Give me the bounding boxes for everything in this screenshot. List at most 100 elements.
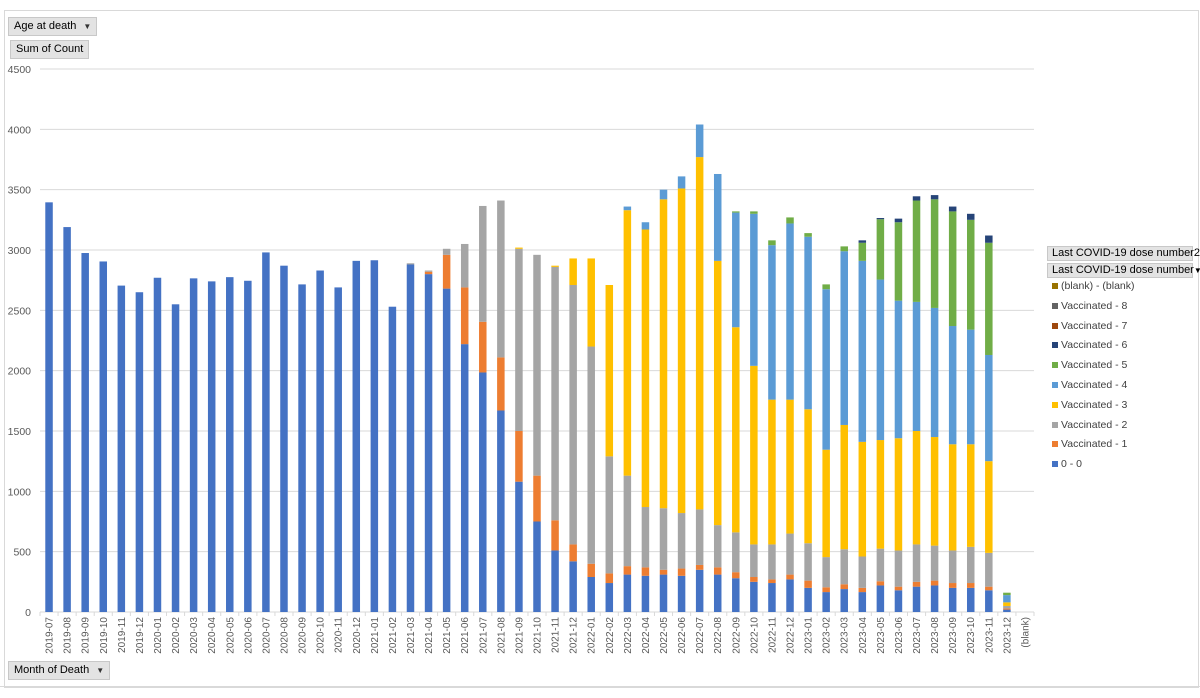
x-tick-label: 2020-07 <box>261 617 272 654</box>
x-tick-label: 2020-08 <box>279 617 290 654</box>
bar-segment <box>424 271 433 275</box>
legend-field-button-dose-number2[interactable]: Last COVID-19 dose number2 ▼ <box>1047 246 1200 261</box>
x-tick-label: 2020-11 <box>334 617 345 653</box>
bar-segment <box>713 567 722 575</box>
bar-segment <box>713 525 722 568</box>
x-tick-label: 2020-01 <box>153 617 164 654</box>
bar-segment <box>406 264 415 612</box>
x-tick-label: 2022-06 <box>677 617 688 654</box>
bar-segment <box>659 569 668 575</box>
bar-segment <box>732 572 740 579</box>
legend-item[interactable]: Vaccinated - 5 <box>1052 358 1127 372</box>
bar-segment <box>768 245 776 400</box>
legend-item[interactable]: (blank) - (blank) <box>1052 279 1135 293</box>
legend-item[interactable]: Vaccinated - 4 <box>1052 378 1127 392</box>
x-tick-label: 2021-06 <box>460 617 471 654</box>
x-tick-label: 2022-05 <box>659 617 670 654</box>
bar-segment <box>786 399 794 534</box>
legend-label: Vaccinated - 1 <box>1061 438 1128 451</box>
legend-item[interactable]: Vaccinated - 2 <box>1052 418 1127 432</box>
bar-segment <box>985 552 993 587</box>
y-tick-label: 3000 <box>8 245 32 257</box>
legend-swatch <box>1052 342 1058 349</box>
bar-segment <box>858 242 867 261</box>
bar-segment <box>605 573 614 584</box>
bar-segment <box>316 270 324 612</box>
x-tick-label: 2023-05 <box>876 617 887 654</box>
legend-item[interactable]: Vaccinated - 8 <box>1052 299 1127 313</box>
bar-segment <box>912 544 921 582</box>
x-tick-label: 2023-12 <box>1002 617 1013 654</box>
x-tick-label: 2023-01 <box>804 617 815 654</box>
bar-segment <box>1003 592 1011 596</box>
bar-segment <box>768 544 776 580</box>
x-tick-label: 2020-10 <box>316 617 327 654</box>
bar-segment <box>894 300 903 439</box>
bar-segment <box>966 329 975 445</box>
bar-segment <box>930 437 939 546</box>
bar-segment <box>804 233 812 237</box>
bar-segment <box>479 321 487 373</box>
bar-segment <box>858 441 867 557</box>
month-of-death-filter-button[interactable]: Month of Death ▼ <box>8 661 111 680</box>
bar-segment <box>912 196 921 201</box>
bar-segment <box>966 546 975 584</box>
bar-segment <box>605 284 614 457</box>
bar-segment <box>804 580 812 588</box>
legend-label: (blank) - (blank) <box>1061 280 1135 292</box>
bar-segment <box>641 222 650 230</box>
bar-segment <box>876 585 885 612</box>
legend-item[interactable]: Vaccinated - 6 <box>1052 338 1127 352</box>
x-tick-label: 2022-02 <box>605 617 616 654</box>
bar-segment <box>768 240 776 246</box>
x-tick-label: 2019-11 <box>117 617 128 653</box>
bar-segment <box>948 211 957 327</box>
bar-segment <box>985 242 993 355</box>
bar-segment <box>966 444 975 547</box>
bar-segment <box>641 229 650 508</box>
bar-segment <box>352 260 361 612</box>
bar-segment <box>515 247 523 249</box>
bar-segment <box>786 574 794 580</box>
bar-segment <box>894 222 903 301</box>
legend-field-button-dose-number[interactable]: Last COVID-19 dose number ▼ <box>1047 263 1200 278</box>
sum-of-count-field-button[interactable]: Sum of Count <box>10 40 90 59</box>
bar-segment <box>840 589 848 612</box>
bar-segment <box>912 200 921 302</box>
bar-segment <box>587 577 595 612</box>
bar-segment <box>298 284 306 612</box>
triangle-down-icon: ▼ <box>96 666 105 675</box>
bar-segment <box>804 409 812 544</box>
bar-segment <box>768 399 776 545</box>
bar-segment <box>551 550 559 612</box>
bar-segment <box>930 199 939 308</box>
bar-segment <box>876 548 885 582</box>
bar-segment <box>497 357 505 411</box>
x-tick-label: 2021-03 <box>406 617 417 654</box>
y-tick-label: 2500 <box>8 305 32 317</box>
bar-segment <box>587 563 595 578</box>
bar-segment <box>442 288 451 612</box>
legend-item[interactable]: Vaccinated - 3 <box>1052 398 1127 412</box>
x-tick-label: 2021-08 <box>496 617 507 654</box>
bar-segment <box>623 574 632 612</box>
bar-segment <box>948 444 957 551</box>
bar-segment <box>966 213 975 220</box>
bar-segment <box>406 263 415 265</box>
bar-segment <box>659 508 668 570</box>
x-tick-label: 2021-07 <box>478 617 489 654</box>
bar-segment <box>985 590 993 612</box>
bar-segment <box>515 481 523 612</box>
y-tick-label: 1000 <box>8 486 32 498</box>
x-tick-label: 2021-10 <box>533 617 544 654</box>
bar-segment <box>750 211 758 214</box>
bar-segment <box>479 205 487 322</box>
bar-segment <box>244 280 252 612</box>
bar-segment <box>894 218 903 223</box>
bar-segment <box>876 440 885 549</box>
x-tick-label: 2020-06 <box>243 617 254 654</box>
age-at-death-filter-button[interactable]: Age at death ▼ <box>8 17 98 36</box>
legend-item[interactable]: Vaccinated - 1 <box>1052 437 1127 451</box>
legend-item[interactable]: Vaccinated - 7 <box>1052 319 1127 333</box>
legend-item[interactable]: 0 - 0 <box>1052 457 1082 471</box>
